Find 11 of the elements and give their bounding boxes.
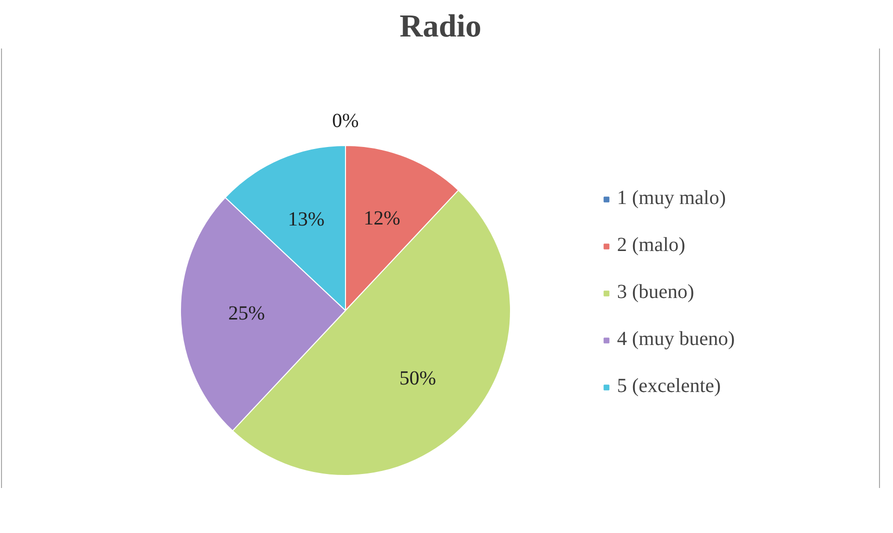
data-label: 12%	[364, 207, 400, 230]
legend-label: 5 (excelente)	[617, 375, 721, 398]
legend-label: 3 (bueno)	[617, 281, 694, 304]
data-label: 50%	[399, 367, 436, 390]
text: 0%	[332, 110, 359, 132]
legend-label: 2 (malo)	[617, 234, 686, 257]
legend-label: 1 (muy malo)	[617, 187, 726, 210]
data-label: 25%	[228, 302, 265, 325]
chart-title: Radio	[400, 8, 482, 44]
legend-label: 4 (muy bueno)	[617, 328, 735, 351]
data-label: 13%	[288, 208, 325, 231]
